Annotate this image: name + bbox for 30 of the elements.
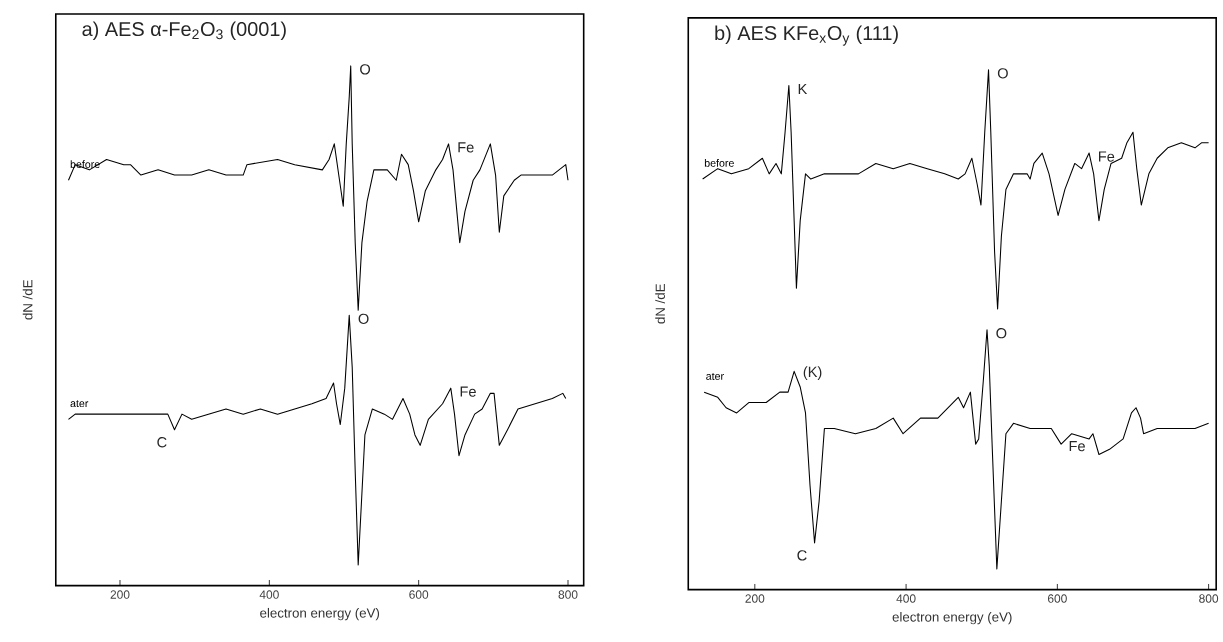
x-tick-label: 200 — [110, 590, 130, 599]
y-axis-title: dN /dE — [655, 283, 665, 324]
annotation: Fe — [1069, 440, 1085, 452]
annotation: Fe — [1099, 151, 1115, 162]
x-tick-label: 800 — [1199, 594, 1219, 603]
x-tick-label: 800 — [558, 590, 578, 599]
annotation: O — [996, 327, 1007, 339]
series-label: ater — [70, 399, 89, 407]
annotation: K — [798, 83, 808, 94]
x-tick-label: 400 — [896, 594, 916, 603]
chart-title: a) AES α-Fe$_{2}$O$_{3}$ (0001) — [82, 21, 286, 40]
annotation: C — [157, 436, 167, 448]
series-label: ater — [706, 372, 724, 380]
x-axis-title: electron energy (eV) — [892, 611, 1012, 625]
annotation: O — [358, 313, 369, 324]
x-axis-title: electron energy (eV) — [260, 607, 380, 621]
annotation: Fe — [460, 386, 476, 397]
annotation: Fe — [458, 142, 474, 153]
x-tick-label: 400 — [259, 590, 279, 599]
annotation: (K) — [803, 366, 822, 380]
series-label: before — [70, 160, 100, 168]
y-axis-title: dN /dE — [22, 279, 33, 320]
annotation: O — [997, 67, 1008, 79]
annotation: O — [360, 63, 371, 75]
x-tick-label: 600 — [409, 590, 429, 599]
annotation: C — [797, 550, 807, 561]
chart-title: b) AES KFe$_{x}$O$_{y}$ (111) — [715, 25, 898, 46]
series-label: before — [704, 158, 734, 167]
x-tick-label: 200 — [745, 594, 765, 603]
x-tick-label: 600 — [1047, 594, 1067, 603]
